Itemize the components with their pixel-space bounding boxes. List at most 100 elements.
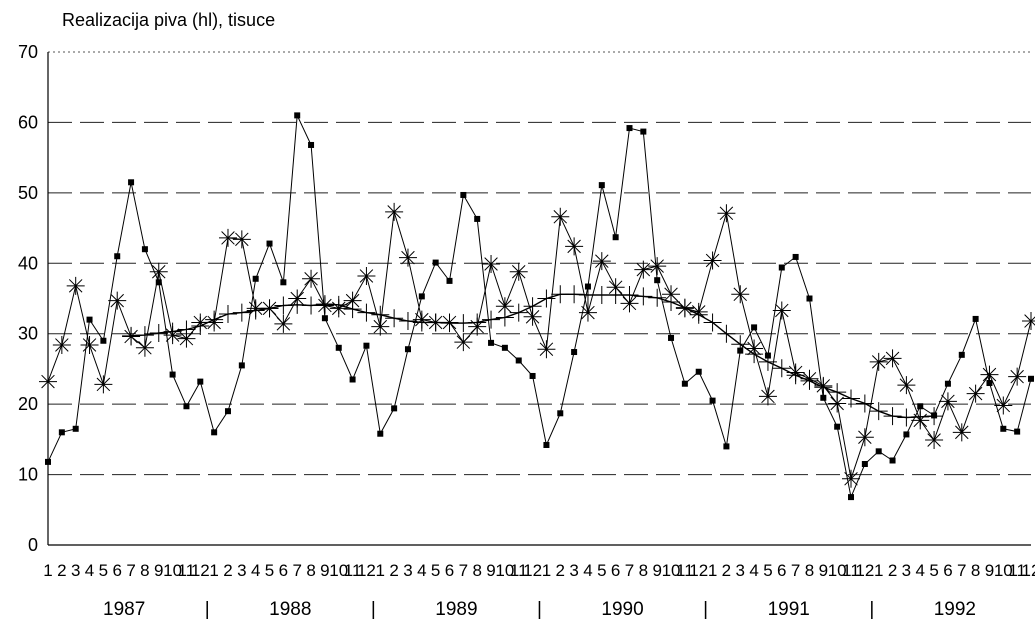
y-tick-label: 50 xyxy=(18,183,38,203)
data-point xyxy=(648,288,667,307)
x-tick-label: 8 xyxy=(306,561,315,580)
data-point xyxy=(280,279,287,286)
data-point xyxy=(578,303,597,322)
data-point xyxy=(252,275,259,282)
data-point xyxy=(800,371,819,390)
x-tick-label: 4 xyxy=(417,561,426,580)
x-tick-label: 2 xyxy=(556,561,565,580)
x-tick-label: 8 xyxy=(971,561,980,580)
y-tick-label: 70 xyxy=(18,42,38,62)
data-point xyxy=(177,329,196,348)
data-point xyxy=(218,304,237,323)
data-point xyxy=(834,423,841,430)
x-tick-label: 4 xyxy=(916,561,925,580)
series-line xyxy=(47,211,1032,479)
x-tick-label: 6 xyxy=(112,561,121,580)
x-tick-label: 10 xyxy=(329,561,348,580)
data-point xyxy=(432,259,439,266)
data-point xyxy=(474,215,481,222)
data-point xyxy=(543,441,550,448)
data-point xyxy=(820,394,827,401)
data-point xyxy=(709,397,716,404)
data-point xyxy=(329,295,348,314)
y-tick-label: 60 xyxy=(18,112,38,132)
x-tick-label: 7 xyxy=(957,561,966,580)
data-point xyxy=(703,313,722,332)
data-point xyxy=(266,240,273,247)
data-point xyxy=(454,314,473,333)
x-tick-label: 1 xyxy=(708,561,717,580)
x-tick-label: 12 xyxy=(357,561,376,580)
y-tick-label: 10 xyxy=(18,465,38,485)
data-point xyxy=(648,257,667,276)
data-point xyxy=(460,191,467,198)
data-point xyxy=(731,335,750,354)
data-point xyxy=(944,380,951,387)
x-tick-label: 5 xyxy=(431,561,440,580)
data-point xyxy=(418,293,425,300)
data-point xyxy=(135,326,154,345)
data-point xyxy=(321,315,328,322)
data-point xyxy=(966,384,985,403)
data-point xyxy=(828,383,847,402)
data-point xyxy=(592,252,611,271)
data-point xyxy=(612,234,619,241)
series-plus xyxy=(122,285,944,427)
data-point xyxy=(620,285,639,304)
data-point xyxy=(640,128,647,135)
data-point xyxy=(911,407,930,426)
x-tick-label: 10 xyxy=(495,561,514,580)
x-tick-label: 4 xyxy=(749,561,758,580)
data-point xyxy=(205,310,224,329)
data-point xyxy=(177,320,196,339)
data-point xyxy=(994,396,1013,415)
data-point xyxy=(224,408,231,415)
data-point xyxy=(482,310,501,329)
data-point xyxy=(952,423,971,442)
y-tick-label: 0 xyxy=(28,535,38,555)
data-point xyxy=(211,429,218,436)
x-tick-label: 5 xyxy=(763,561,772,580)
data-point xyxy=(128,179,135,186)
data-point xyxy=(875,448,882,455)
data-point xyxy=(689,305,708,324)
data-point xyxy=(163,322,182,341)
x-tick-label: 8 xyxy=(639,561,648,580)
data-point xyxy=(897,376,916,395)
x-tick-label: 11 xyxy=(842,561,860,580)
x-tick-label: 3 xyxy=(71,561,80,580)
data-point xyxy=(972,315,979,322)
data-point xyxy=(855,394,874,413)
data-point xyxy=(634,287,653,306)
data-point xyxy=(468,313,487,332)
data-point xyxy=(557,410,564,417)
data-point xyxy=(404,346,411,353)
data-point xyxy=(889,457,896,464)
data-point xyxy=(454,333,473,352)
data-point xyxy=(426,313,445,332)
x-tick-label: 12 xyxy=(855,561,874,580)
x-tick-label: 7 xyxy=(459,561,468,580)
data-point xyxy=(218,228,237,247)
data-point xyxy=(52,335,71,354)
data-point xyxy=(980,365,999,384)
data-point xyxy=(39,372,57,391)
x-tick-label: 9 xyxy=(320,561,329,580)
data-point xyxy=(731,285,750,304)
data-point xyxy=(758,352,777,371)
data-point xyxy=(703,251,722,270)
data-point xyxy=(169,371,176,378)
data-point xyxy=(363,342,370,349)
x-tick-label: 9 xyxy=(819,561,828,580)
x-tick-label: 2 xyxy=(57,561,66,580)
x-tick-label: 5 xyxy=(99,561,108,580)
data-point xyxy=(108,291,127,310)
data-point xyxy=(925,431,944,450)
data-point xyxy=(723,443,730,450)
x-tick-label: 3 xyxy=(902,561,911,580)
x-tick-label: 7 xyxy=(292,561,301,580)
data-point xyxy=(488,339,495,346)
x-tick-label: 6 xyxy=(445,561,454,580)
